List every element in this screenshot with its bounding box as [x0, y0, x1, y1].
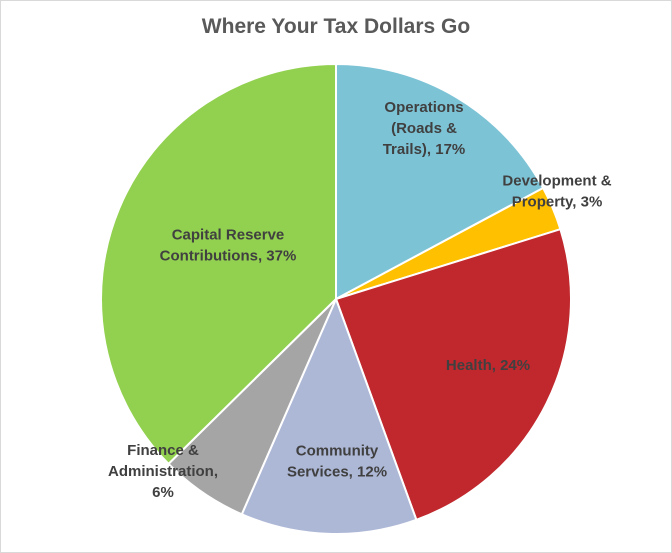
data-label-line: 6%	[152, 484, 174, 501]
data-label-line: (Roads &	[391, 120, 457, 137]
data-label-operations-roads-trails: Operations (Roads & Trails), 17%	[383, 99, 466, 158]
data-label-capital-reserve-contributions: Capital Reserve Contributions, 37%	[160, 227, 297, 265]
pie-slice-community-services	[240, 296, 418, 535]
data-label-line: Finance &	[127, 442, 199, 459]
data-label-line: Trails), 17%	[383, 141, 466, 158]
data-label-development-property: Development & Property, 3%	[502, 173, 611, 211]
data-label-line: Community	[296, 443, 379, 460]
data-label-line: Property, 3%	[512, 194, 603, 211]
data-label-line: Operations	[384, 99, 463, 116]
data-label-finance-administration: Finance & Administration, 6%	[108, 442, 218, 501]
data-label-line: Capital Reserve	[172, 227, 285, 244]
pie-slice-capital-reserve-contributions	[100, 62, 337, 466]
chart-title: Where Your Tax Dollars Go	[201, 15, 471, 38]
data-label-line: Development &	[502, 173, 611, 190]
data-label-line: Contributions, 37%	[160, 248, 297, 265]
pie-slice-health	[334, 227, 572, 522]
data-label-community-services: Community Services, 12%	[287, 443, 387, 481]
data-label-line: Administration,	[108, 463, 218, 480]
data-label-health: Health, 24%	[446, 357, 530, 374]
pie-slice-operations-roads-trails	[335, 62, 545, 301]
data-label-line: Health, 24%	[446, 357, 530, 374]
data-label-line: Services, 12%	[287, 464, 387, 481]
